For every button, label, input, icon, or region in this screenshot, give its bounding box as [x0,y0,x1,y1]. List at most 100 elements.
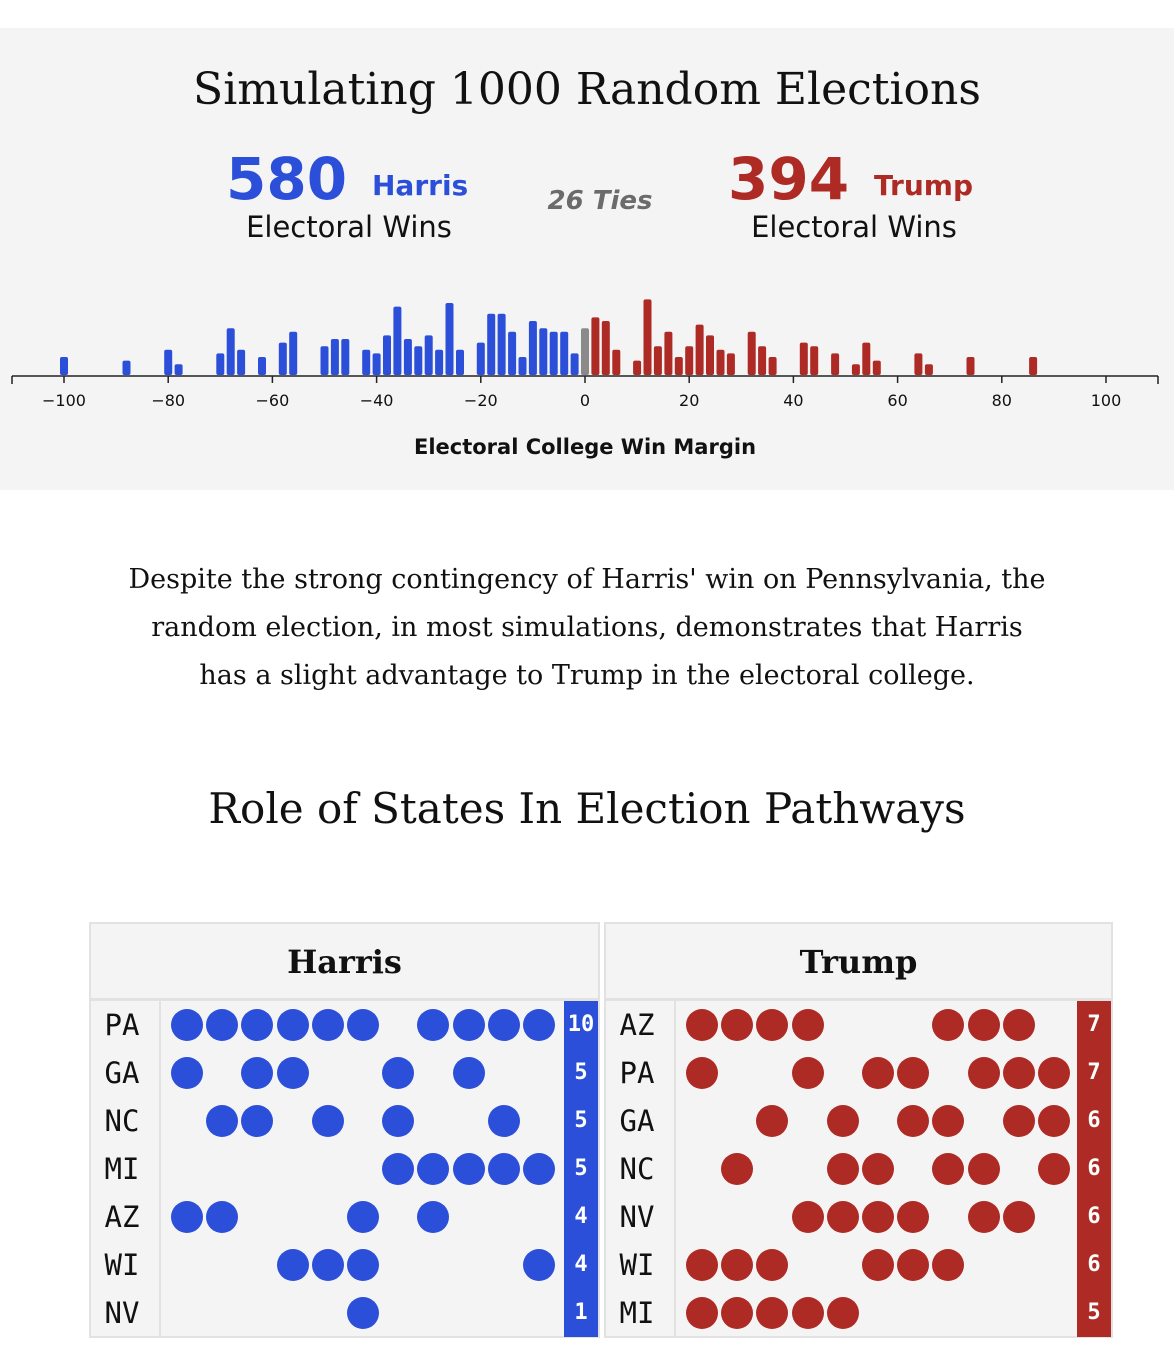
pathway-dot [1038,1105,1070,1137]
histogram-bar-harris-6 [237,349,246,375]
histogram-bar-harris-11 [330,339,339,375]
pathway-dot [897,1105,930,1137]
histogram-bar-harris-29 [539,328,548,375]
state-abbr: PA [619,1056,655,1090]
x-tick-label: 20 [679,391,699,410]
histogram-bar-harris-3 [174,364,183,375]
histogram-bar-trump-9 [695,324,704,375]
histogram-bar-harris-16 [393,306,402,375]
pathway-dot [1002,1105,1035,1137]
pathway-dot [382,1153,415,1185]
histogram-bar-trump-25 [1029,357,1038,375]
pathway-dot [523,1153,555,1185]
pathway-dot [347,1009,379,1041]
harris-label: Harris [372,169,469,202]
pathway-dot [206,1201,239,1233]
histogram-bar-harris-13 [362,349,371,375]
histogram-bar-harris-28 [528,321,537,375]
table-row: AZ 4 [91,1193,598,1241]
table-row: GA 5 [91,1049,598,1097]
table-row: MI 5 [91,1145,598,1193]
x-tick-label: −100 [42,391,86,410]
histogram-bar-trump-11 [716,349,725,375]
x-tick-label: 40 [783,391,803,410]
state-count-badge: 5 [564,1097,598,1145]
histogram-bar-harris-1 [122,360,131,375]
state-count-badge: 1 [564,1289,598,1337]
state-count-badge: 4 [564,1241,598,1289]
histogram-bar-trump-1 [601,321,610,375]
state-count-badge: 6 [1077,1145,1111,1193]
histogram-bar-harris-18 [414,346,423,375]
histogram-bar-trump-22 [914,353,923,375]
pathway-dot [487,1009,520,1041]
histogram-bar-trump-18 [831,353,840,375]
simulation-title: Simulating 1000 Random Elections [193,64,981,115]
state-column [606,1001,676,1336]
ties-count: 26 Ties [547,186,653,216]
pathway-dot [487,1105,520,1137]
histogram-bar-harris-9 [289,331,298,375]
state-count-badge: 6 [1077,1193,1111,1241]
pathway-dot [967,1009,1000,1041]
histogram-bar-harris-26 [508,331,517,375]
state-abbr: NC [104,1104,140,1138]
pathway-dot [756,1009,789,1041]
state-count-badge: 5 [564,1049,598,1097]
state-count-badge: 10 [564,1001,598,1049]
table-row: WI 4 [91,1241,598,1289]
table-row: AZ 7 [606,1001,1111,1049]
state-column [91,1001,161,1336]
histogram-bar-trump-14 [758,346,767,375]
state-abbr: NV [104,1296,140,1330]
histogram-bar-harris-27 [518,357,527,375]
pathway-dot [1038,1153,1070,1185]
harris-electoral-wins-label: Electoral Wins [246,210,452,244]
histogram-bar-trump-20 [862,342,871,375]
histogram-bar-trump-6 [664,331,673,375]
pathway-dot [932,1153,965,1185]
histogram-bar-harris-15 [383,335,391,375]
pathway-dot [862,1153,894,1185]
pathway-dot [452,1057,485,1089]
state-abbr: PA [104,1008,140,1042]
pathway-dot [932,1249,965,1281]
pathway-dot [826,1201,859,1233]
state-count-badge: 6 [1077,1241,1111,1289]
state-abbr: WI [104,1248,140,1282]
histogram-bar-trump-15 [768,357,777,375]
x-tick-label: −80 [151,391,185,410]
histogram-bar-trump-12 [726,353,735,375]
state-abbr: GA [104,1056,140,1090]
pathway-dot [487,1153,520,1185]
histogram-bar-harris-17 [403,339,412,375]
state-abbr: GA [619,1104,655,1138]
pathway-dot [1002,1057,1035,1089]
pathway-dot [206,1105,239,1137]
pathway-dot [276,1009,309,1041]
histogram-bar-harris-23 [476,342,485,375]
x-tick-label: −20 [464,391,498,410]
pathway-dot [791,1297,824,1329]
simulation-panel [0,28,1174,490]
state-count-badge: 7 [1077,1001,1111,1049]
state-abbr: MI [104,1152,140,1186]
pathway-dot [241,1009,274,1041]
histogram-bar-trump-0 [591,317,600,375]
state-abbr: NC [619,1152,655,1186]
table-row: PA 7 [606,1049,1111,1097]
pathway-dot [756,1249,789,1281]
win-margin-histogram: −100 −80 −60 −40 −20 0 20 40 60 80 100 Electoral C… [11,299,1159,459]
harris-state-table: Harris PA 10 GA 5 NC 5 MI 5 AZ 4 WI 4 NV 1 [89,922,600,1338]
trump-label: Trump [874,169,973,202]
histogram-bar-harris-25 [497,313,506,375]
pathway-dot [1002,1201,1035,1233]
table-row: NV 6 [606,1193,1111,1241]
histogram-bar-trump-13 [747,331,756,375]
pathway-dot [1038,1057,1070,1089]
pathway-dot [967,1201,1000,1233]
histogram-bar-harris-19 [424,335,433,375]
pathway-dot [523,1249,555,1281]
x-tick-label: 100 [1091,391,1122,410]
pathway-dot [452,1009,485,1041]
